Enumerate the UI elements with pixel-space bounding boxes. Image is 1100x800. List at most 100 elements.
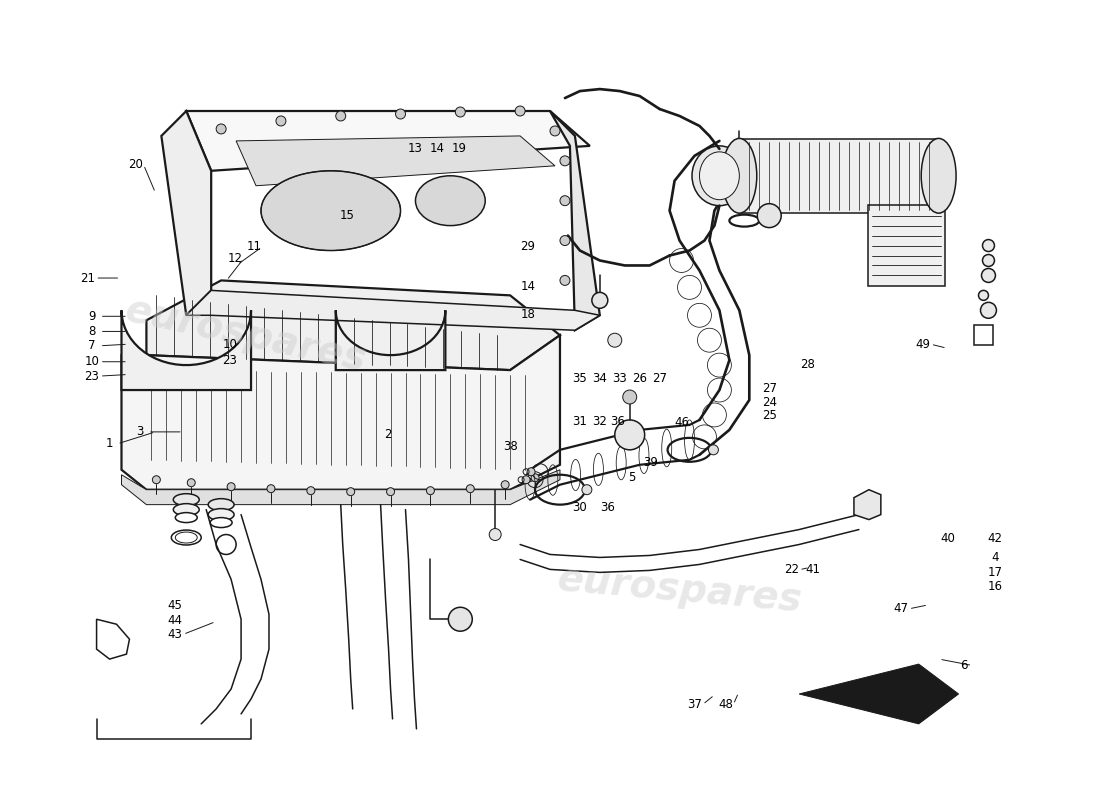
FancyBboxPatch shape <box>868 205 945 286</box>
Text: 10: 10 <box>85 355 99 368</box>
Polygon shape <box>854 490 881 519</box>
Text: 2: 2 <box>384 428 392 441</box>
Circle shape <box>527 468 535 476</box>
Circle shape <box>560 156 570 166</box>
Text: 17: 17 <box>988 566 1002 578</box>
Circle shape <box>455 107 465 117</box>
Ellipse shape <box>174 504 199 515</box>
Circle shape <box>708 445 718 455</box>
Circle shape <box>307 486 315 494</box>
Circle shape <box>757 204 781 228</box>
Text: 8: 8 <box>88 325 96 338</box>
Polygon shape <box>336 310 446 370</box>
Text: 6: 6 <box>960 659 968 672</box>
Text: 4: 4 <box>991 551 999 564</box>
Text: 44: 44 <box>167 614 183 626</box>
Circle shape <box>982 239 994 251</box>
Circle shape <box>427 486 434 494</box>
Circle shape <box>560 196 570 206</box>
Text: 1: 1 <box>106 438 113 450</box>
Polygon shape <box>121 310 251 390</box>
Circle shape <box>582 485 592 494</box>
Polygon shape <box>186 111 590 170</box>
Text: 25: 25 <box>762 410 777 422</box>
Text: 41: 41 <box>805 563 821 576</box>
Circle shape <box>227 482 235 490</box>
Circle shape <box>981 269 996 282</box>
Circle shape <box>979 290 989 300</box>
Text: eurospares: eurospares <box>122 291 371 379</box>
Ellipse shape <box>921 138 956 213</box>
Text: 15: 15 <box>340 209 354 222</box>
Text: 32: 32 <box>592 415 607 428</box>
Ellipse shape <box>208 509 234 521</box>
Text: 48: 48 <box>718 698 733 711</box>
Ellipse shape <box>208 498 234 510</box>
Text: 40: 40 <box>940 532 956 546</box>
Circle shape <box>515 106 525 116</box>
Text: 31: 31 <box>572 415 587 428</box>
Text: 5: 5 <box>628 471 636 484</box>
Circle shape <box>386 488 395 496</box>
Circle shape <box>466 485 474 493</box>
Text: 38: 38 <box>503 440 518 453</box>
Text: 45: 45 <box>167 599 183 612</box>
Polygon shape <box>739 139 938 213</box>
Polygon shape <box>236 136 556 186</box>
Circle shape <box>592 292 608 308</box>
Circle shape <box>531 474 539 482</box>
Text: 36: 36 <box>601 501 616 514</box>
Circle shape <box>276 116 286 126</box>
Circle shape <box>502 481 509 489</box>
Text: 49: 49 <box>915 338 931 350</box>
Circle shape <box>560 235 570 246</box>
Text: 24: 24 <box>761 396 777 409</box>
Circle shape <box>267 485 275 493</box>
Circle shape <box>336 111 345 121</box>
Text: 34: 34 <box>592 372 607 385</box>
Polygon shape <box>162 111 211 315</box>
Text: 20: 20 <box>129 158 143 171</box>
Text: 11: 11 <box>246 241 262 254</box>
Text: 23: 23 <box>85 370 99 382</box>
Polygon shape <box>121 335 560 490</box>
Text: 18: 18 <box>520 308 536 321</box>
Circle shape <box>560 275 570 286</box>
Text: 23: 23 <box>222 354 238 366</box>
Circle shape <box>980 302 997 318</box>
Text: 42: 42 <box>988 532 1002 546</box>
Text: 13: 13 <box>408 142 422 155</box>
Circle shape <box>522 476 530 484</box>
Text: 28: 28 <box>800 358 815 370</box>
Circle shape <box>490 529 502 541</box>
Ellipse shape <box>210 518 232 527</box>
Circle shape <box>608 334 622 347</box>
Text: 30: 30 <box>572 501 587 514</box>
Circle shape <box>217 124 227 134</box>
Text: 35: 35 <box>572 372 587 385</box>
Text: 16: 16 <box>988 580 1002 593</box>
Circle shape <box>187 478 195 486</box>
Text: 10: 10 <box>222 338 238 350</box>
Ellipse shape <box>174 494 199 506</box>
Ellipse shape <box>261 170 400 250</box>
Text: 14: 14 <box>430 142 444 155</box>
Circle shape <box>346 488 354 496</box>
Circle shape <box>615 420 645 450</box>
Polygon shape <box>550 111 600 330</box>
Circle shape <box>449 607 472 631</box>
Text: 22: 22 <box>783 563 799 576</box>
Text: 9: 9 <box>88 310 96 322</box>
Circle shape <box>153 476 161 484</box>
Polygon shape <box>146 281 560 370</box>
Circle shape <box>550 126 560 136</box>
Text: 12: 12 <box>228 252 243 266</box>
Circle shape <box>982 254 994 266</box>
Ellipse shape <box>175 513 197 522</box>
Text: 19: 19 <box>451 142 466 155</box>
Text: 14: 14 <box>520 280 536 294</box>
Text: 39: 39 <box>644 456 658 469</box>
Text: 29: 29 <box>520 241 536 254</box>
Circle shape <box>623 390 637 404</box>
Ellipse shape <box>700 152 739 200</box>
